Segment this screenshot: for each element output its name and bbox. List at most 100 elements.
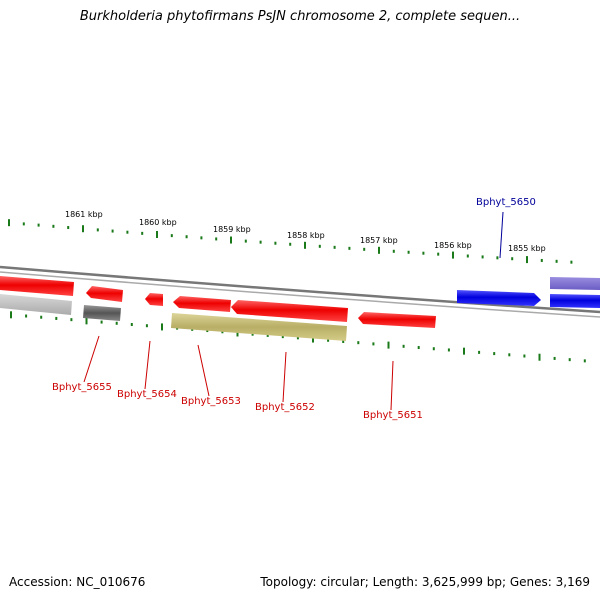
major-tick (463, 347, 465, 355)
minor-tick (318, 244, 321, 248)
minor-tick (100, 320, 103, 324)
gene-bar-light-grey[interactable] (0, 294, 72, 315)
gene-bar-olive[interactable] (171, 313, 347, 341)
minor-tick (327, 338, 330, 342)
minor-tick (296, 336, 299, 340)
gene-label[interactable]: Bphyt_5655 (52, 382, 112, 393)
minor-tick (55, 316, 58, 320)
gene-arrow-red[interactable] (145, 293, 163, 306)
minor-tick (348, 246, 351, 250)
minor-tick (251, 332, 254, 336)
minor-tick (568, 358, 571, 362)
minor-tick (145, 324, 148, 328)
minor-tick (141, 231, 144, 235)
scale-label: 1856 kbp (434, 241, 472, 250)
gene-label[interactable]: Bphyt_5652 (255, 402, 315, 413)
major-tick (236, 329, 239, 337)
gene-label[interactable]: Bphyt_5653 (181, 396, 241, 407)
minor-tick (478, 350, 481, 354)
minor-tick (407, 250, 410, 254)
gene-label[interactable]: Bphyt_5650 (476, 197, 536, 208)
minor-tick (266, 333, 269, 337)
minor-tick (333, 245, 336, 249)
minor-tick (281, 335, 284, 339)
scale-label: 1859 kbp (213, 225, 251, 234)
page-title: Burkholderia phytofirmans PsJN chromosom… (79, 9, 521, 24)
gene-label-leader (390, 360, 394, 411)
scale-label: 1861 kbp (65, 210, 103, 219)
minor-tick (170, 234, 173, 238)
minor-tick (402, 344, 405, 348)
major-tick (8, 219, 10, 227)
minor-tick (115, 321, 118, 325)
minor-tick (437, 252, 440, 256)
minor-tick (130, 322, 133, 326)
minor-tick (22, 222, 25, 226)
gene-arrow-blue[interactable] (550, 294, 600, 308)
minor-tick (432, 347, 435, 351)
major-tick (526, 256, 528, 264)
chromosome-backbone-inner (0, 271, 600, 318)
minor-tick (274, 241, 277, 245)
major-tick (304, 241, 306, 249)
minor-tick (52, 224, 55, 228)
minor-tick (363, 247, 366, 251)
gene-arrow-red[interactable] (86, 286, 123, 302)
minor-tick (417, 346, 420, 350)
gene-label-leader (83, 335, 100, 383)
genome-summary-label: Topology: circular; Length: 3,625,999 bp… (260, 575, 590, 589)
minor-tick (111, 229, 114, 233)
minor-tick (357, 341, 360, 345)
minor-tick (553, 356, 556, 360)
minor-tick (392, 249, 395, 253)
major-tick (538, 353, 541, 361)
major-tick (82, 225, 84, 233)
gene-arrow-purple[interactable] (550, 277, 600, 290)
minor-tick (200, 236, 203, 240)
minor-tick (511, 257, 514, 261)
gene-arrow-red[interactable] (173, 296, 231, 312)
major-tick (378, 246, 380, 254)
gene-label-leader (282, 351, 287, 403)
minor-tick (96, 228, 99, 232)
gene-label-leader (197, 344, 210, 397)
minor-tick (372, 342, 375, 346)
gene-arrow-red[interactable] (358, 312, 436, 328)
gene-label-leader (144, 340, 151, 390)
minor-tick (289, 242, 292, 246)
outer-scale-ticks (8, 219, 573, 264)
minor-tick (70, 318, 73, 322)
major-tick (230, 236, 232, 244)
gene-bar-grey[interactable] (83, 305, 121, 321)
minor-tick (570, 260, 573, 264)
accession-label: Accession: NC_010676 (9, 575, 146, 589)
major-tick (10, 311, 12, 319)
major-tick (85, 317, 88, 325)
minor-tick (481, 255, 484, 259)
minor-tick (422, 251, 425, 255)
scale-label: 1858 kbp (287, 231, 325, 240)
major-tick (161, 323, 163, 331)
minor-tick (244, 239, 247, 243)
minor-tick (555, 259, 558, 263)
major-tick (452, 251, 454, 259)
minor-tick (40, 315, 43, 319)
gene-label-leader (499, 211, 504, 259)
gene-label[interactable]: Bphyt_5654 (117, 389, 177, 400)
gene-arrow-red[interactable] (231, 300, 348, 322)
scale-label: 1857 kbp (360, 236, 398, 245)
minor-tick (583, 359, 586, 363)
minor-tick (67, 226, 70, 230)
gene-label[interactable]: Bphyt_5651 (363, 410, 423, 421)
major-tick (387, 341, 390, 349)
minor-tick (25, 314, 28, 318)
minor-tick (185, 235, 188, 239)
minor-tick (496, 256, 499, 260)
gene-arrow-red[interactable] (0, 276, 74, 296)
minor-tick (508, 353, 511, 357)
minor-tick (540, 258, 543, 262)
gene-arrow-blue[interactable] (457, 290, 541, 306)
chromosome-backbone-outer (0, 265, 600, 314)
minor-tick (493, 352, 496, 356)
